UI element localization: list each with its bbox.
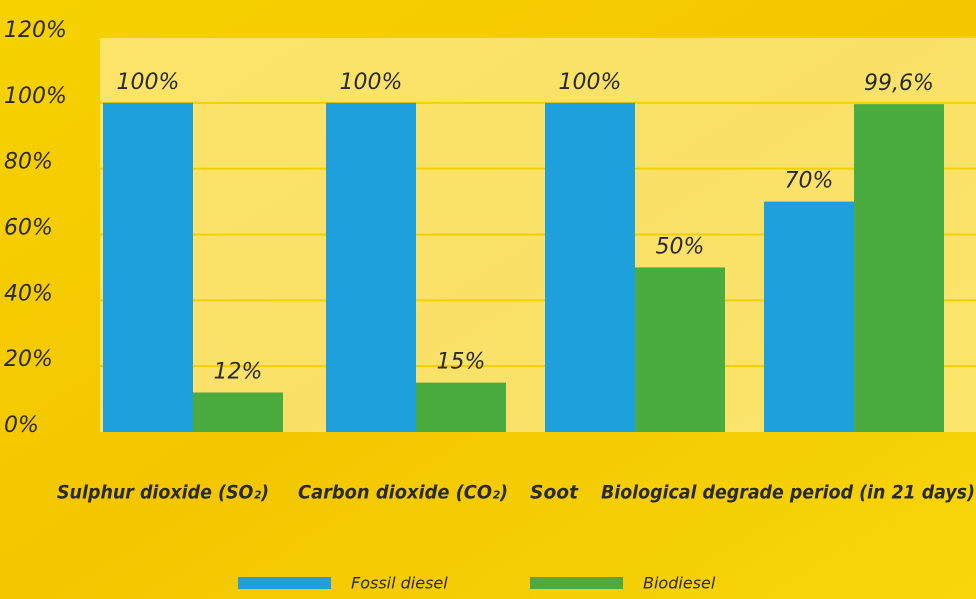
bar — [854, 104, 944, 432]
bar — [103, 103, 193, 432]
y-tick-label: 80% — [4, 150, 53, 175]
y-tick-label: 60% — [4, 216, 53, 241]
value-label: 12% — [214, 360, 263, 385]
value-label: 100% — [559, 70, 622, 95]
bar — [416, 383, 506, 432]
bar — [326, 103, 416, 432]
legend-label: Biodiesel — [643, 574, 716, 593]
x-tick-label: Sulphur dioxide (SO₂) — [57, 482, 269, 504]
value-label: 99,6% — [864, 71, 934, 96]
bar — [193, 393, 283, 433]
legend-swatch — [530, 577, 623, 589]
x-tick-label: Carbon dioxide (CO₂) — [298, 482, 508, 504]
value-label: 50% — [656, 234, 705, 259]
bar — [545, 103, 635, 432]
y-tick-label: 40% — [4, 281, 53, 306]
value-label: 100% — [117, 70, 180, 95]
legend-swatch — [238, 577, 331, 589]
y-tick-label: 20% — [4, 347, 53, 372]
x-tick-label: Biological degrade period (in 21 days) — [601, 482, 975, 504]
y-tick-label: 100% — [4, 84, 67, 109]
value-label: 100% — [340, 70, 403, 95]
bar — [764, 202, 854, 432]
bar — [635, 267, 725, 432]
y-tick-label: 0% — [4, 413, 39, 438]
value-label: 15% — [437, 350, 486, 375]
y-tick-label: 120% — [4, 18, 67, 43]
chart: 0% 20% 40% 60% 80% 100% 120% Sulphur dioxide (S… — [0, 0, 976, 599]
legend-label: Fossil diesel — [351, 574, 448, 593]
value-label: 70% — [785, 169, 834, 194]
x-tick-label: Soot — [530, 482, 579, 504]
